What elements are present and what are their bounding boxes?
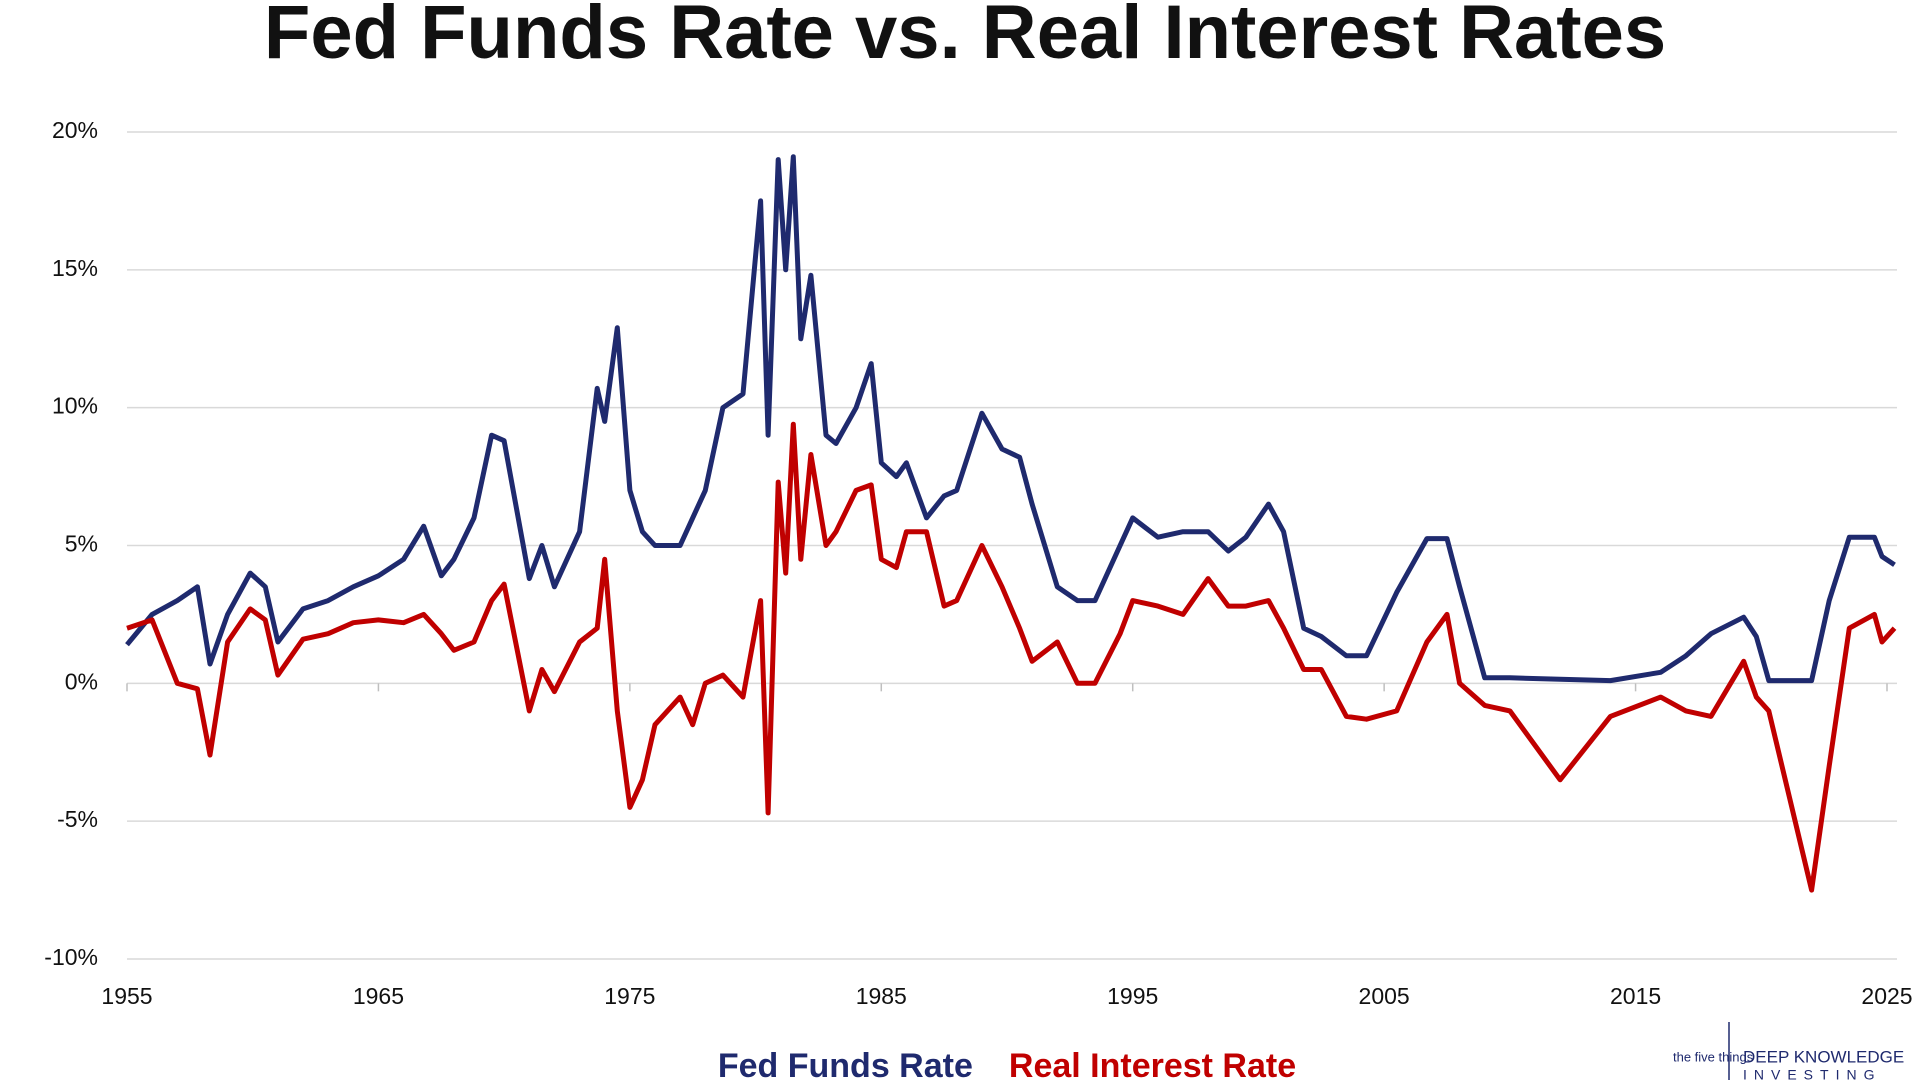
x-tick-label: 2005	[1359, 983, 1410, 1009]
legend: Fed Funds Rate Real Interest Rate	[718, 1047, 1296, 1080]
y-tick-label: -10%	[44, 944, 98, 970]
x-tick-label: 1965	[353, 983, 404, 1009]
logo: the five things DEEP KNOWLEDGE INVESTING	[1673, 1022, 1904, 1080]
y-tick-label: 15%	[52, 255, 98, 281]
logo-mark: the five things	[1673, 1049, 1754, 1064]
legend-item: Real Interest Rate	[1009, 1047, 1296, 1080]
logo-line1: DEEP KNOWLEDGE	[1743, 1047, 1904, 1066]
y-tick-label: 20%	[52, 117, 98, 143]
x-tick-label: 1995	[1107, 983, 1158, 1009]
chart-title: Fed Funds Rate vs. Real Interest Rates	[264, 0, 1666, 75]
y-tick-label: -5%	[57, 806, 98, 832]
x-tick-label: 1955	[101, 983, 152, 1009]
x-tick-label: 1975	[604, 983, 655, 1009]
x-tick-label: 2025	[1861, 983, 1912, 1009]
y-tick-label: 10%	[52, 393, 98, 419]
series-line	[126, 421, 1897, 893]
legend-item: Fed Funds Rate	[718, 1047, 973, 1080]
series-line	[125, 154, 1896, 684]
x-tick-label: 2015	[1610, 983, 1661, 1009]
y-tick-label: 5%	[65, 531, 98, 557]
logo-line2: INVESTING	[1743, 1067, 1881, 1080]
y-tick-label: 0%	[65, 668, 98, 694]
x-tick-label: 1985	[856, 983, 907, 1009]
